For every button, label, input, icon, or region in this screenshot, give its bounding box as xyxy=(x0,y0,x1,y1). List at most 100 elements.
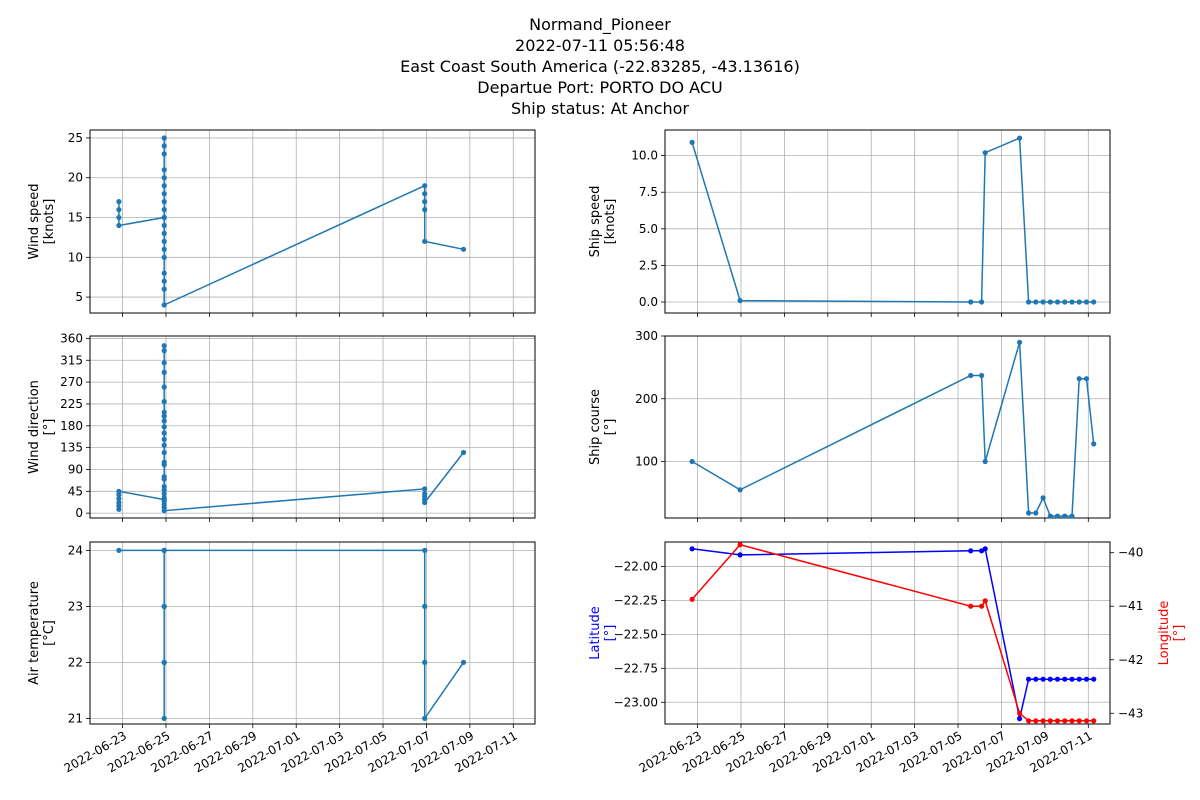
axes-frame xyxy=(89,335,536,519)
data-point xyxy=(161,348,167,354)
data-point xyxy=(1033,510,1039,516)
data-point xyxy=(689,139,695,145)
data-point xyxy=(1054,718,1061,724)
data-point xyxy=(161,436,167,442)
y-axis-label-line: [°] xyxy=(603,419,618,436)
data-point xyxy=(737,542,743,548)
data-point xyxy=(968,603,974,609)
y-tick-label: 300 xyxy=(635,329,658,343)
data-point xyxy=(737,552,743,558)
data-point xyxy=(161,547,167,554)
y-axis-label-line: Latitude xyxy=(588,606,603,660)
data-point xyxy=(737,487,743,493)
data-point xyxy=(1026,676,1032,682)
data-point xyxy=(982,458,988,465)
y-tick-label: 100 xyxy=(635,455,658,469)
data-point xyxy=(161,413,167,419)
data-point xyxy=(1076,376,1082,382)
data-point xyxy=(1062,718,1068,724)
y-tick-label: 21 xyxy=(68,711,83,725)
data-point xyxy=(161,603,167,610)
data-point xyxy=(161,207,167,213)
data-point xyxy=(161,270,167,276)
y-tick-label: 7.5 xyxy=(639,185,658,199)
y-axis-label-line: [°] xyxy=(42,419,57,436)
y-axis-label-line: Wind speed xyxy=(27,183,42,259)
y-right-tick-label: −42 xyxy=(1118,653,1143,667)
data-point xyxy=(1062,513,1068,519)
data-point xyxy=(1076,299,1082,305)
data-point xyxy=(161,360,167,366)
data-point xyxy=(161,302,167,308)
data-point xyxy=(1054,513,1061,519)
data-point xyxy=(422,207,428,213)
data-point xyxy=(161,222,167,229)
y-tick-label: 135 xyxy=(60,441,83,455)
data-point xyxy=(161,430,167,436)
data-point xyxy=(689,546,695,552)
data-point xyxy=(116,488,122,494)
data-point xyxy=(1091,676,1097,682)
y-right-axis-label: Longitude[°] xyxy=(1157,601,1187,666)
title-line-timestamp: 2022-07-11 05:56:48 xyxy=(515,36,685,55)
y-tick-label: 20 xyxy=(68,171,83,185)
data-point xyxy=(1091,299,1097,305)
data-point xyxy=(422,191,428,197)
data-point xyxy=(116,199,122,205)
data-point xyxy=(1083,676,1090,682)
data-point xyxy=(422,499,428,506)
data-point xyxy=(161,238,167,244)
y-tick-label: 90 xyxy=(68,462,83,476)
data-point xyxy=(460,449,467,456)
data-point xyxy=(1091,441,1097,447)
data-point xyxy=(161,278,167,284)
y-right-axis-label-line: [°] xyxy=(1172,625,1187,642)
data-point xyxy=(1076,676,1082,682)
data-point xyxy=(161,508,167,514)
data-point xyxy=(689,458,695,465)
y-axis-label: Ship speed[knots] xyxy=(588,186,618,258)
data-point xyxy=(161,191,167,197)
data-point xyxy=(1062,299,1068,305)
data-point xyxy=(422,547,428,554)
y-right-tick-label: −43 xyxy=(1118,706,1143,720)
data-point xyxy=(422,659,428,666)
data-point xyxy=(1026,299,1032,305)
y-tick-label: 15 xyxy=(68,211,83,225)
data-point xyxy=(161,659,167,666)
data-point xyxy=(982,150,988,156)
title-line-status: Ship status: At Anchor xyxy=(511,99,689,118)
data-point xyxy=(1040,299,1046,305)
data-point xyxy=(1040,676,1046,682)
y-axis-label-line: Wind direction xyxy=(27,380,42,474)
y-tick-label: 10.0 xyxy=(631,149,658,163)
y-tick-label: 0 xyxy=(75,506,83,520)
series-line xyxy=(118,345,465,512)
data-point xyxy=(161,715,167,722)
y-tick-label: 22 xyxy=(68,655,83,669)
y-tick-label: 360 xyxy=(60,331,83,345)
series-line xyxy=(691,342,1095,517)
y-axis-label-line: Air temperature xyxy=(27,581,42,685)
data-point xyxy=(422,603,428,610)
y-right-tick-label: −41 xyxy=(1118,599,1143,613)
y-axis-label-line: Ship speed xyxy=(588,186,603,258)
data-point xyxy=(1062,676,1068,682)
data-point xyxy=(689,596,695,602)
ship-speed-panel: 0.0 2.5 5.0 7.5 10.0 Ship speed[knots] xyxy=(588,129,1111,317)
data-point xyxy=(161,462,167,468)
ship-course-panel: 100 200 300 Ship course[°] xyxy=(588,329,1111,522)
data-point xyxy=(968,372,974,379)
y-right-axis-label-line: Longitude xyxy=(1157,601,1172,666)
data-point xyxy=(422,199,428,205)
data-point xyxy=(161,143,167,149)
data-point xyxy=(1054,299,1061,305)
y-tick-label: −22.25 xyxy=(614,593,658,607)
y-tick-label: 24 xyxy=(68,543,83,557)
y-tick-label: 315 xyxy=(60,353,83,367)
data-point xyxy=(1017,135,1023,141)
data-point xyxy=(979,603,985,609)
data-point xyxy=(161,369,167,375)
data-point xyxy=(1033,299,1039,305)
